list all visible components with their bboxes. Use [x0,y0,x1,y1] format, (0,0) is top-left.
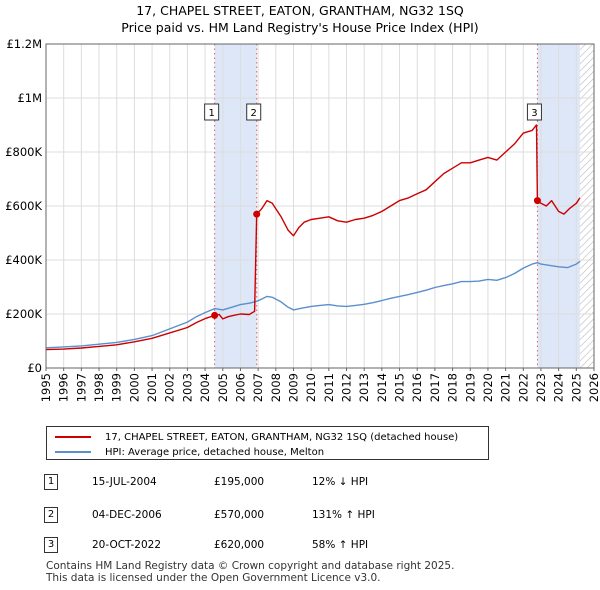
sale-badge-box [204,103,220,121]
transaction-number: 2 [44,507,58,523]
x-tick-label: 2011 [322,373,336,402]
transaction-price: £195,000 [214,476,265,488]
x-tick-label: 2012 [340,373,354,402]
x-tick-label: 2007 [251,373,265,402]
x-tick-label: 2009 [286,373,300,402]
sale-points [211,197,541,319]
property-price-line [45,124,581,351]
footer: Contains HM Land Registry data © Crown c… [46,560,454,584]
hpi-line-swatch [55,451,91,453]
legend-item-hpi: HPI: Average price, detached house, Melt… [55,445,324,459]
hpi-line [45,260,581,349]
legend-hpi-label: HPI: Average price, detached house, Melt… [105,446,325,458]
y-tick-label: £600K [5,199,42,213]
sale-badge: 3 [526,103,542,121]
sale-badges: 1 2 3 [204,103,542,121]
x-tick-label: 2004 [198,373,212,402]
x-tick-label: 2000 [127,373,141,402]
y-tick-label: £800K [5,145,42,159]
sale-point [253,210,261,218]
transaction-price: £570,000 [214,509,265,521]
x-tick-label: 2001 [145,373,159,402]
x-tick-label: 2021 [499,373,513,402]
transaction-row: 2 04-DEC-2006 £570,000 131% ↑ HPI [44,507,544,527]
x-tick-label: 2014 [375,373,389,402]
x-tick-label: 1997 [74,373,88,402]
property-line-swatch [55,436,91,438]
grid [45,43,595,369]
footer-copyright: Contains HM Land Registry data © Crown c… [46,560,455,572]
plot-frame [45,43,595,369]
x-tick-label: 2013 [357,373,371,402]
transaction-date: 15-JUL-2004 [92,476,157,488]
x-tick-label: 2024 [552,373,566,402]
y-tick-label: £1.2M [6,37,42,51]
x-tick-label: 2003 [180,373,194,402]
x-tick-label: 2017 [428,373,442,402]
sale-badge-label: 2 [251,108,257,119]
legend-property-label: 17, CHAPEL STREET, EATON, GRANTHAM, NG32… [105,431,459,443]
x-axis-ticks: 1995 1996 1997 1998 1999 2000 2001 2002 2003 2004… [39,368,600,402]
x-tick-label: 2026 [587,373,600,402]
x-tick-label: 2022 [516,373,530,402]
transaction-price: £620,000 [214,539,265,551]
transaction-hpi-change: 131% ↑ HPI [312,509,375,521]
sale-badge: 2 [246,103,262,121]
x-tick-label: 2015 [393,373,407,402]
x-tick-label: 1999 [110,373,124,402]
y-tick-label: £1M [17,91,42,105]
transaction-row: 3 20-OCT-2022 £620,000 58% ↑ HPI [44,537,544,557]
footer-licence: This data is licensed under the Open Gov… [46,572,381,584]
series-lines [45,124,581,351]
transaction-row: 1 15-JUL-2004 £195,000 12% ↓ HPI [44,474,544,494]
transaction-hpi-change: 12% ↓ HPI [312,476,369,488]
x-tick-label: 1996 [57,373,71,402]
x-tick-label: 2006 [233,373,247,402]
x-tick-label: 2023 [534,373,548,402]
transaction-date: 04-DEC-2006 [92,509,162,521]
x-tick-label: 2010 [304,373,318,402]
x-tick-label: 2025 [569,373,583,402]
transaction-number: 3 [44,537,58,553]
x-tick-label: 2008 [269,373,283,402]
y-axis-ticks: £0 £200K £400K £600K £800K £1M £1.2M [5,37,42,375]
y-tick-label: £200K [5,307,42,321]
sale-point [211,311,219,319]
transaction-number: 1 [44,474,58,490]
sale-badge-label: 3 [531,108,537,119]
x-tick-label: 1998 [92,373,106,402]
sale-point [533,197,541,205]
x-tick-label: 2002 [163,373,177,402]
x-tick-label: 2005 [216,373,230,402]
y-tick-label: £400K [5,253,42,267]
sale-badge: 1 [204,103,220,121]
x-tick-label: 1995 [39,373,53,402]
x-tick-label: 2018 [446,373,460,402]
x-tick-label: 2020 [481,373,495,402]
x-tick-label: 2016 [410,373,424,402]
sale-badge-box [526,103,542,121]
y-tick-label: £0 [27,361,42,375]
legend-item-property: 17, CHAPEL STREET, EATON, GRANTHAM, NG32… [55,430,458,444]
transaction-date: 20-OCT-2022 [92,539,161,551]
x-tick-label: 2019 [463,373,477,402]
sale-badge-box [246,103,262,121]
chart-subtitle: Price paid vs. HM Land Registry's House … [121,20,479,35]
chart-title: 17, CHAPEL STREET, EATON, GRANTHAM, NG32… [0,2,600,36]
sale-badge-label: 1 [208,108,214,119]
transaction-hpi-change: 58% ↑ HPI [312,539,369,551]
legend: 17, CHAPEL STREET, EATON, GRANTHAM, NG32… [46,426,489,460]
chart-title-line1: 17, CHAPEL STREET, EATON, GRANTHAM, NG32… [136,3,464,18]
